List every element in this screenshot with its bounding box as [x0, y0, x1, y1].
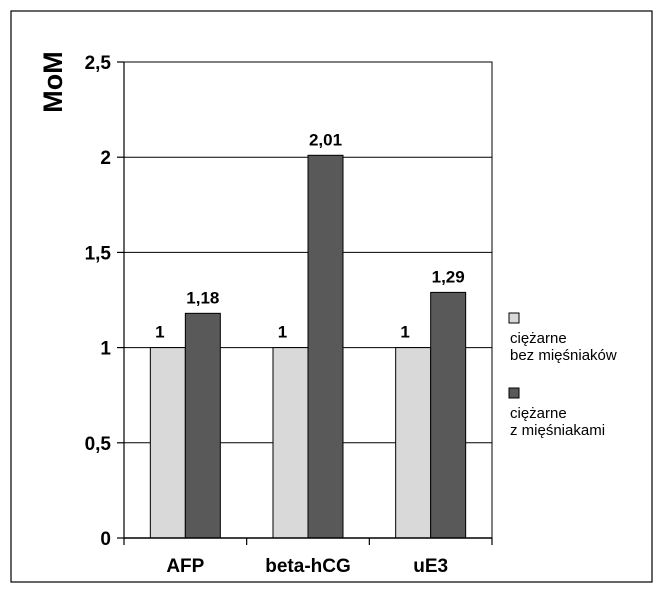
data-label: 1: [278, 323, 287, 342]
data-label: 1: [155, 323, 164, 342]
legend-label: ciężarne: [510, 330, 567, 347]
bar: [184, 312, 221, 539]
x-tick-labels: AFP beta-hCG uE3: [166, 556, 448, 577]
legend-label: bez mięśniaków: [510, 347, 617, 364]
bar: [307, 154, 344, 539]
legend-swatch: [508, 312, 520, 324]
y-tick-label: 0: [100, 529, 111, 550]
x-tick-label: uE3: [413, 556, 448, 577]
bar: [149, 347, 186, 539]
y-tick-label: 0,5: [85, 434, 112, 455]
axes: [117, 61, 493, 545]
y-tick-label: 2: [100, 148, 111, 169]
data-label: 1,18: [186, 288, 219, 307]
bar: [272, 347, 309, 539]
y-axis-label: MoM: [38, 51, 68, 112]
bar: [430, 291, 467, 539]
bars: [149, 154, 467, 539]
y-tick-label: 1,5: [85, 243, 112, 264]
data-label: 2,01: [309, 130, 342, 149]
x-tick-label: AFP: [166, 556, 204, 577]
data-label: 1: [400, 323, 409, 342]
x-tick-label: beta-hCG: [265, 556, 351, 577]
y-tick-label: 2,5: [85, 53, 112, 74]
y-tick-labels: 0 0,5 1 1,5 2 2,5: [85, 53, 112, 550]
bar: [395, 347, 432, 539]
legend-label: z mięśniakami: [510, 422, 605, 439]
data-labels: 1 1,18 1 2,01 1 1,29: [155, 130, 465, 341]
y-tick-label: 1: [100, 339, 111, 360]
legend-swatch: [508, 387, 520, 399]
data-label: 1,29: [432, 267, 465, 286]
legend-label: ciężarne: [510, 405, 567, 422]
